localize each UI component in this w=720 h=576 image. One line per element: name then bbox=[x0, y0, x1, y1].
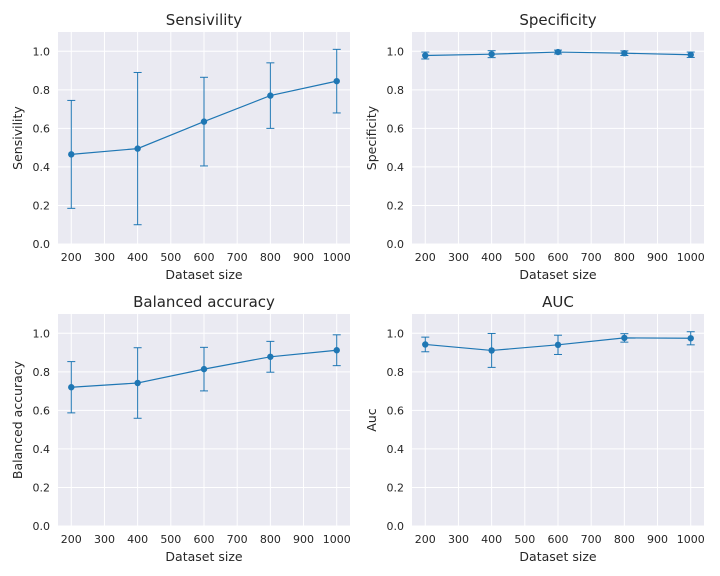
subplot-1: 0.0 0.2 0.4 0.6 0.8 1.0 200 300 400 500 600 700 800 9… bbox=[10, 11, 351, 282]
x-tick-label: 800 bbox=[614, 533, 635, 546]
data-point bbox=[200, 365, 208, 373]
subplot-2: 0.0 0.2 0.4 0.6 0.8 1.0 200 300 400 500 600 700 800 9… bbox=[364, 11, 705, 282]
x-tick-label: 900 bbox=[647, 533, 668, 546]
y-tick-label: 0.0 bbox=[33, 238, 51, 251]
x-axis-label: Dataset size bbox=[165, 267, 242, 282]
x-tick-label: 400 bbox=[481, 251, 502, 264]
data-point bbox=[267, 353, 274, 360]
subplot-4: 0.0 0.2 0.4 0.6 0.8 1.0 200 300 400 500 600 700 800 9… bbox=[364, 293, 705, 564]
x-tick-label: 300 bbox=[94, 251, 115, 264]
y-tick-label: 0.4 bbox=[387, 443, 405, 456]
x-tick-label: 500 bbox=[514, 533, 535, 546]
x-tick-label: 800 bbox=[260, 251, 281, 264]
data-point bbox=[621, 334, 628, 342]
data-point bbox=[488, 347, 495, 354]
y-tick-label: 0.0 bbox=[387, 238, 405, 251]
x-tick-label: 800 bbox=[614, 251, 635, 264]
data-point bbox=[687, 51, 694, 58]
x-tick-label: 300 bbox=[448, 533, 469, 546]
y-tick-label: 0.0 bbox=[387, 520, 405, 533]
data-point bbox=[488, 50, 495, 58]
x-axis-label: Dataset size bbox=[519, 549, 596, 564]
x-tick-label: 900 bbox=[647, 251, 668, 264]
chart-title: AUC bbox=[542, 293, 574, 311]
x-tick-label: 600 bbox=[194, 533, 215, 546]
data-point bbox=[267, 92, 274, 99]
chart-title: Balanced accuracy bbox=[133, 293, 275, 311]
x-tick-label: 200 bbox=[415, 251, 436, 264]
y-tick-label: 1.0 bbox=[387, 45, 405, 58]
x-tick-label: 900 bbox=[293, 251, 314, 264]
x-tick-label: 600 bbox=[548, 251, 569, 264]
y-tick-label: 0.2 bbox=[387, 199, 405, 212]
data-point bbox=[621, 50, 628, 57]
subplot-3: 0.0 0.2 0.4 0.6 0.8 1.0 200 300 400 500 600 700 800 9… bbox=[10, 293, 351, 564]
data-point bbox=[422, 341, 429, 348]
x-tick-label: 800 bbox=[260, 533, 281, 546]
y-tick-label: 0.6 bbox=[387, 122, 405, 135]
y-axis-label: Auc bbox=[364, 408, 379, 431]
data-point bbox=[200, 118, 208, 125]
y-tick-label: 0.0 bbox=[33, 520, 51, 533]
data-point bbox=[134, 145, 141, 152]
x-tick-label: 700 bbox=[581, 251, 602, 264]
y-tick-label: 1.0 bbox=[33, 45, 51, 58]
x-tick-label: 300 bbox=[94, 533, 115, 546]
x-tick-label: 400 bbox=[127, 533, 148, 546]
x-tick-label: 1000 bbox=[677, 251, 705, 264]
x-tick-label: 700 bbox=[227, 533, 248, 546]
chart-title: Specificity bbox=[519, 11, 596, 29]
data-point bbox=[554, 48, 562, 56]
data-point bbox=[134, 379, 141, 387]
x-tick-label: 600 bbox=[194, 251, 215, 264]
x-tick-label: 600 bbox=[548, 533, 569, 546]
data-point bbox=[333, 347, 340, 354]
x-tick-label: 200 bbox=[61, 533, 82, 546]
data-point bbox=[333, 77, 340, 85]
y-tick-label: 0.4 bbox=[33, 443, 51, 456]
y-tick-label: 0.6 bbox=[33, 122, 51, 135]
x-tick-label: 700 bbox=[581, 533, 602, 546]
x-tick-label: 1000 bbox=[677, 533, 705, 546]
x-tick-label: 200 bbox=[415, 533, 436, 546]
y-tick-label: 0.8 bbox=[387, 366, 405, 379]
y-axis-label: Sensivility bbox=[10, 106, 25, 170]
x-tick-label: 300 bbox=[448, 251, 469, 264]
data-point bbox=[687, 335, 694, 342]
y-tick-label: 0.8 bbox=[387, 84, 405, 97]
x-tick-label: 400 bbox=[127, 251, 148, 264]
data-point bbox=[422, 52, 429, 59]
x-axis-label: Dataset size bbox=[165, 549, 242, 564]
y-tick-label: 0.2 bbox=[387, 481, 405, 494]
x-axis-label: Dataset size bbox=[519, 267, 596, 282]
x-tick-label: 900 bbox=[293, 533, 314, 546]
x-tick-label: 500 bbox=[160, 533, 181, 546]
x-tick-label: 400 bbox=[481, 533, 502, 546]
data-point bbox=[68, 384, 75, 391]
y-tick-label: 0.8 bbox=[33, 366, 51, 379]
y-tick-label: 0.4 bbox=[387, 161, 405, 174]
x-tick-label: 700 bbox=[227, 251, 248, 264]
x-tick-label: 500 bbox=[514, 251, 535, 264]
y-axis-label: Specificity bbox=[364, 105, 379, 170]
y-tick-label: 0.2 bbox=[33, 481, 51, 494]
chart-title: Sensivility bbox=[166, 11, 243, 29]
x-tick-label: 500 bbox=[160, 251, 181, 264]
y-tick-label: 1.0 bbox=[33, 327, 51, 340]
y-tick-label: 0.8 bbox=[33, 84, 51, 97]
y-tick-label: 1.0 bbox=[387, 327, 405, 340]
y-tick-label: 0.2 bbox=[33, 199, 51, 212]
y-tick-label: 0.4 bbox=[33, 161, 51, 174]
data-point bbox=[554, 341, 562, 349]
y-axis-label: Balanced accuracy bbox=[10, 360, 25, 479]
data-point bbox=[68, 151, 75, 158]
x-tick-label: 1000 bbox=[323, 251, 351, 264]
y-tick-label: 0.6 bbox=[33, 404, 51, 417]
x-tick-label: 200 bbox=[61, 251, 82, 264]
y-tick-label: 0.6 bbox=[387, 404, 405, 417]
x-tick-label: 1000 bbox=[323, 533, 351, 546]
